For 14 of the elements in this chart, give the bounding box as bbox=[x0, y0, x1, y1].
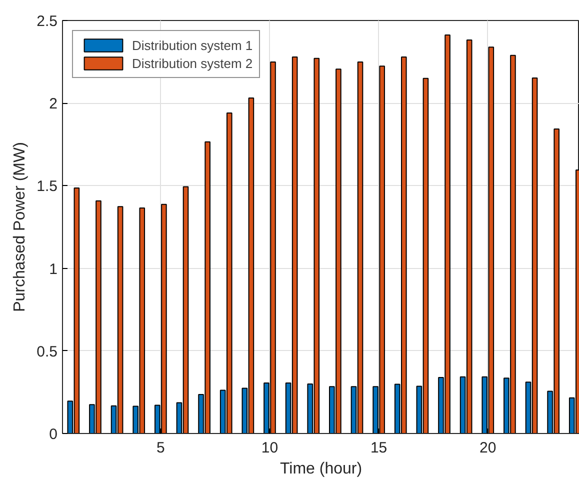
y-axis-title: Purchased Power (MW) bbox=[12, 142, 29, 312]
y-tick-label: 2 bbox=[49, 96, 58, 113]
legend-label: Distribution system 2 bbox=[132, 55, 253, 71]
x-tick-label: 15 bbox=[370, 440, 388, 456]
y-tick-label: 1 bbox=[49, 260, 58, 278]
y-tick-label: 0.5 bbox=[36, 343, 58, 360]
y-tick-label: 0 bbox=[49, 426, 58, 443]
y-tick-label: 1.5 bbox=[36, 178, 58, 196]
x-axis-title: Time (hour) bbox=[280, 460, 362, 478]
legend-label: Distribution system 1 bbox=[132, 37, 253, 53]
x-tick-label: 20 bbox=[480, 440, 496, 456]
x-tick-label: 10 bbox=[261, 440, 278, 456]
x-tick-label: 5 bbox=[156, 440, 165, 456]
y-tick-label: 2.5 bbox=[36, 13, 58, 30]
